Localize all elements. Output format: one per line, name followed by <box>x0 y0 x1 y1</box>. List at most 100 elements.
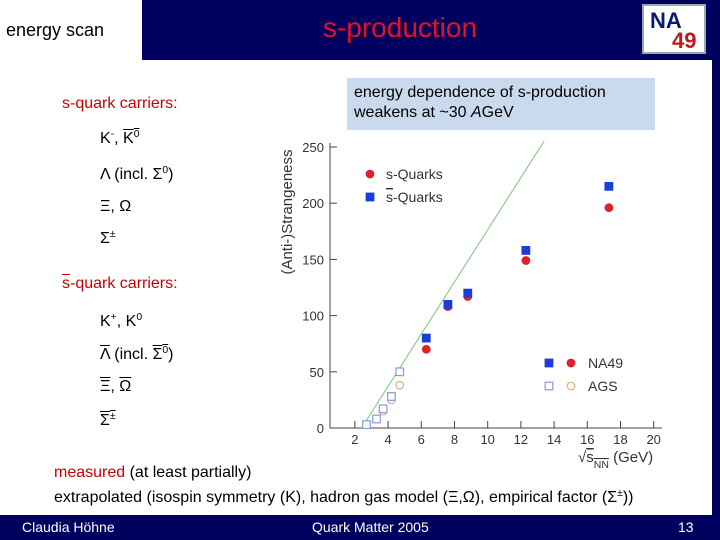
callout-text: energy dependence of s-production <box>354 84 606 102</box>
footer-event: Quark Matter 2005 <box>312 519 429 535</box>
y-tick-label: 100 <box>302 309 324 324</box>
callout-box <box>347 78 655 130</box>
text-part: K <box>123 130 134 147</box>
text-part: 0 <box>162 164 169 176</box>
group-heading: s-quark carriers: <box>62 95 178 113</box>
point <box>521 246 531 255</box>
y-axis-label: (Anti-)Strangeness <box>279 149 296 274</box>
carrier-item: Λ (incl. Σ0) <box>100 164 174 184</box>
text-part: s <box>62 275 70 292</box>
text-part: ) <box>168 166 174 183</box>
text-part: (incl. <box>109 346 153 363</box>
legend-label: s-Quarks <box>386 189 443 205</box>
point <box>372 414 381 424</box>
text-part: Σ <box>100 412 110 429</box>
carrier-item: Λ (incl. Σ0) <box>100 344 174 364</box>
x-tick-label: 18 <box>613 432 627 447</box>
text-part: (at least partially) <box>125 464 252 481</box>
point <box>378 404 388 414</box>
callout-text: weakens at ~30 AGeV <box>354 104 514 122</box>
text-part: ± <box>109 410 116 422</box>
text-part: -quark carriers: <box>70 275 178 292</box>
legend-marker <box>544 381 554 391</box>
y-tick-label: 150 <box>302 252 324 267</box>
legend-marker <box>566 381 576 391</box>
legend-label: AGS <box>588 378 618 394</box>
text-part: Λ <box>100 346 110 363</box>
point <box>362 420 371 430</box>
text-part: A <box>470 104 482 121</box>
point <box>443 299 453 309</box>
text-part: NN <box>594 459 609 471</box>
text-part: s <box>386 189 393 205</box>
x-tick-label: 8 <box>451 432 458 447</box>
slide-title: s-production <box>322 12 478 43</box>
text-part: Σ <box>152 346 163 363</box>
x-tick-label: 4 <box>384 432 391 447</box>
text-part: , <box>110 378 120 395</box>
x-tick-label: 12 <box>514 432 528 447</box>
x-tick-label: 6 <box>418 432 425 447</box>
legend-marker <box>544 358 554 368</box>
carrier-item: Σ± <box>100 410 116 430</box>
y-tick-label: 250 <box>302 140 324 155</box>
legend-marker <box>566 358 576 368</box>
text-part: )) <box>622 489 634 506</box>
legend-marker <box>365 169 375 179</box>
point <box>395 380 405 390</box>
carrier-item: Ξ, Ω <box>100 198 131 216</box>
y-tick-label: 50 <box>310 365 324 380</box>
note-text: measured (at least partially) <box>54 464 251 482</box>
text-part: 0 <box>133 128 140 140</box>
text-part: K <box>100 313 111 330</box>
logo-text: NA <box>650 8 682 33</box>
text-part: (GeV) <box>609 449 653 466</box>
text-part: -Quarks <box>393 189 443 205</box>
text-part: extrapolated (isospin symmetry (K), hadr… <box>54 489 618 506</box>
point <box>395 367 405 377</box>
text-part: s-quark carriers: <box>62 95 178 112</box>
y-tick-label: 0 <box>317 421 324 436</box>
text-part: s <box>586 449 594 466</box>
text-part: Ξ <box>100 378 111 395</box>
x-tick-label: 14 <box>547 432 561 447</box>
point <box>421 333 431 343</box>
text-part: Ξ, Ω <box>100 198 132 215</box>
text-part: 0 <box>136 311 143 323</box>
legend-marker <box>365 192 375 202</box>
x-tick-label: 16 <box>580 432 594 447</box>
text-part: - <box>110 128 115 140</box>
carrier-item: K-, K0 <box>100 128 140 148</box>
text-part: Σ <box>100 230 110 247</box>
note-text: extrapolated (isospin symmetry (K), hadr… <box>54 487 634 507</box>
text-part: weakens at ~30 <box>354 104 471 121</box>
point <box>604 203 614 213</box>
legend-label: NA49 <box>588 355 623 371</box>
logo-text: 49 <box>672 28 697 53</box>
text-part: ) <box>168 346 174 363</box>
text-part: + <box>110 311 117 323</box>
carrier-item: Σ± <box>100 228 116 248</box>
text-part: GeV <box>481 104 514 121</box>
y-tick-label: 200 <box>302 196 324 211</box>
text-part: measured <box>54 464 126 481</box>
point <box>604 181 614 191</box>
carrier-item: Ξ, Ω <box>100 378 131 396</box>
x-axis-label: √sNN (GeV) <box>578 449 653 471</box>
point <box>463 288 473 298</box>
text-part: Ω <box>119 378 132 395</box>
page-number: 13 <box>678 519 694 535</box>
text-part: Λ (incl. Σ <box>100 166 163 183</box>
legend-label: s-Quarks <box>386 166 443 182</box>
content-area <box>0 60 712 515</box>
header-left: energy scan <box>6 20 105 40</box>
text-part: 0 <box>162 344 169 356</box>
x-tick-label: 20 <box>646 432 660 447</box>
header-box <box>0 0 142 60</box>
text-part: ± <box>109 228 116 240</box>
carrier-item: K+, K0 <box>100 311 143 331</box>
text-part: √ <box>578 449 587 466</box>
text-part: ± <box>617 487 623 499</box>
